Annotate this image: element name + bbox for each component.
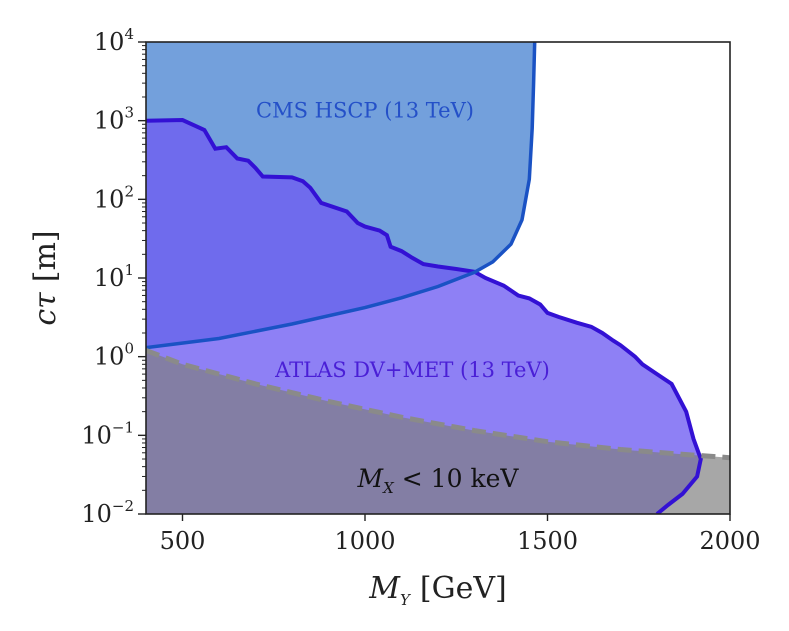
x-tick-label: 2000: [699, 527, 760, 555]
y-tick-exponent: 1: [124, 261, 134, 279]
y-tick-label: 100: [94, 340, 134, 371]
mass-bound-label-value: < 10 keV: [394, 464, 520, 493]
x-axis-unit: [GeV]: [420, 571, 507, 606]
y-tick-exponent: 3: [124, 104, 134, 122]
y-axis-unit: [m]: [28, 230, 63, 282]
x-axis-title: MY [GeV]: [368, 571, 506, 609]
y-tick-label: 10−1: [81, 418, 134, 449]
y-axis-title: cτ [m]: [28, 230, 63, 325]
y-tick-base: 10: [94, 264, 125, 292]
x-tick-label: 500: [160, 527, 206, 555]
y-tick-base: 10: [94, 185, 125, 213]
y-tick-label: 103: [94, 104, 134, 135]
cms-hscp-boundary: [146, 42, 537, 350]
x-tick-label: 1000: [334, 527, 395, 555]
y-tick-base: 10: [81, 421, 112, 449]
y-tick-exponent: −2: [112, 497, 134, 515]
y-tick-label: 102: [94, 182, 134, 213]
mass-bound-label: MX < 10 keV: [357, 464, 520, 497]
y-tick-label: 101: [94, 261, 134, 292]
y-tick-exponent: −1: [112, 418, 134, 436]
mass-bound-region: [146, 350, 730, 514]
y-tick-exponent: 2: [124, 182, 134, 200]
x-axis-symbol: M: [368, 571, 401, 606]
mass-bound-label-subscript: X: [382, 479, 395, 497]
atlas-dv-met-label: ATLAS DV+MET (13 TeV): [274, 358, 550, 382]
exclusion-regions: [146, 42, 730, 514]
y-tick-label: 104: [94, 25, 134, 56]
y-tick-base: 10: [94, 28, 125, 56]
y-tick-exponent: 0: [124, 340, 134, 358]
x-axis-ticks: 500 1000 1500 2000: [160, 514, 761, 555]
y-tick-label: 10−2: [81, 497, 134, 528]
y-tick-base: 10: [94, 343, 125, 371]
y-tick-base: 10: [94, 107, 125, 135]
y-tick-exponent: 4: [124, 25, 134, 43]
x-tick-label: 1500: [517, 527, 578, 555]
x-axis-subscript: Y: [400, 591, 412, 609]
atlas-dv-met-boundary: [146, 117, 703, 514]
y-axis-symbol: cτ: [28, 292, 63, 326]
cms-hscp-label: CMS HSCP (13 TeV): [256, 99, 474, 123]
mass-bound-label-symbol: M: [357, 464, 385, 493]
mass-bound-boundary: [146, 348, 730, 461]
y-tick-base: 10: [81, 500, 112, 528]
